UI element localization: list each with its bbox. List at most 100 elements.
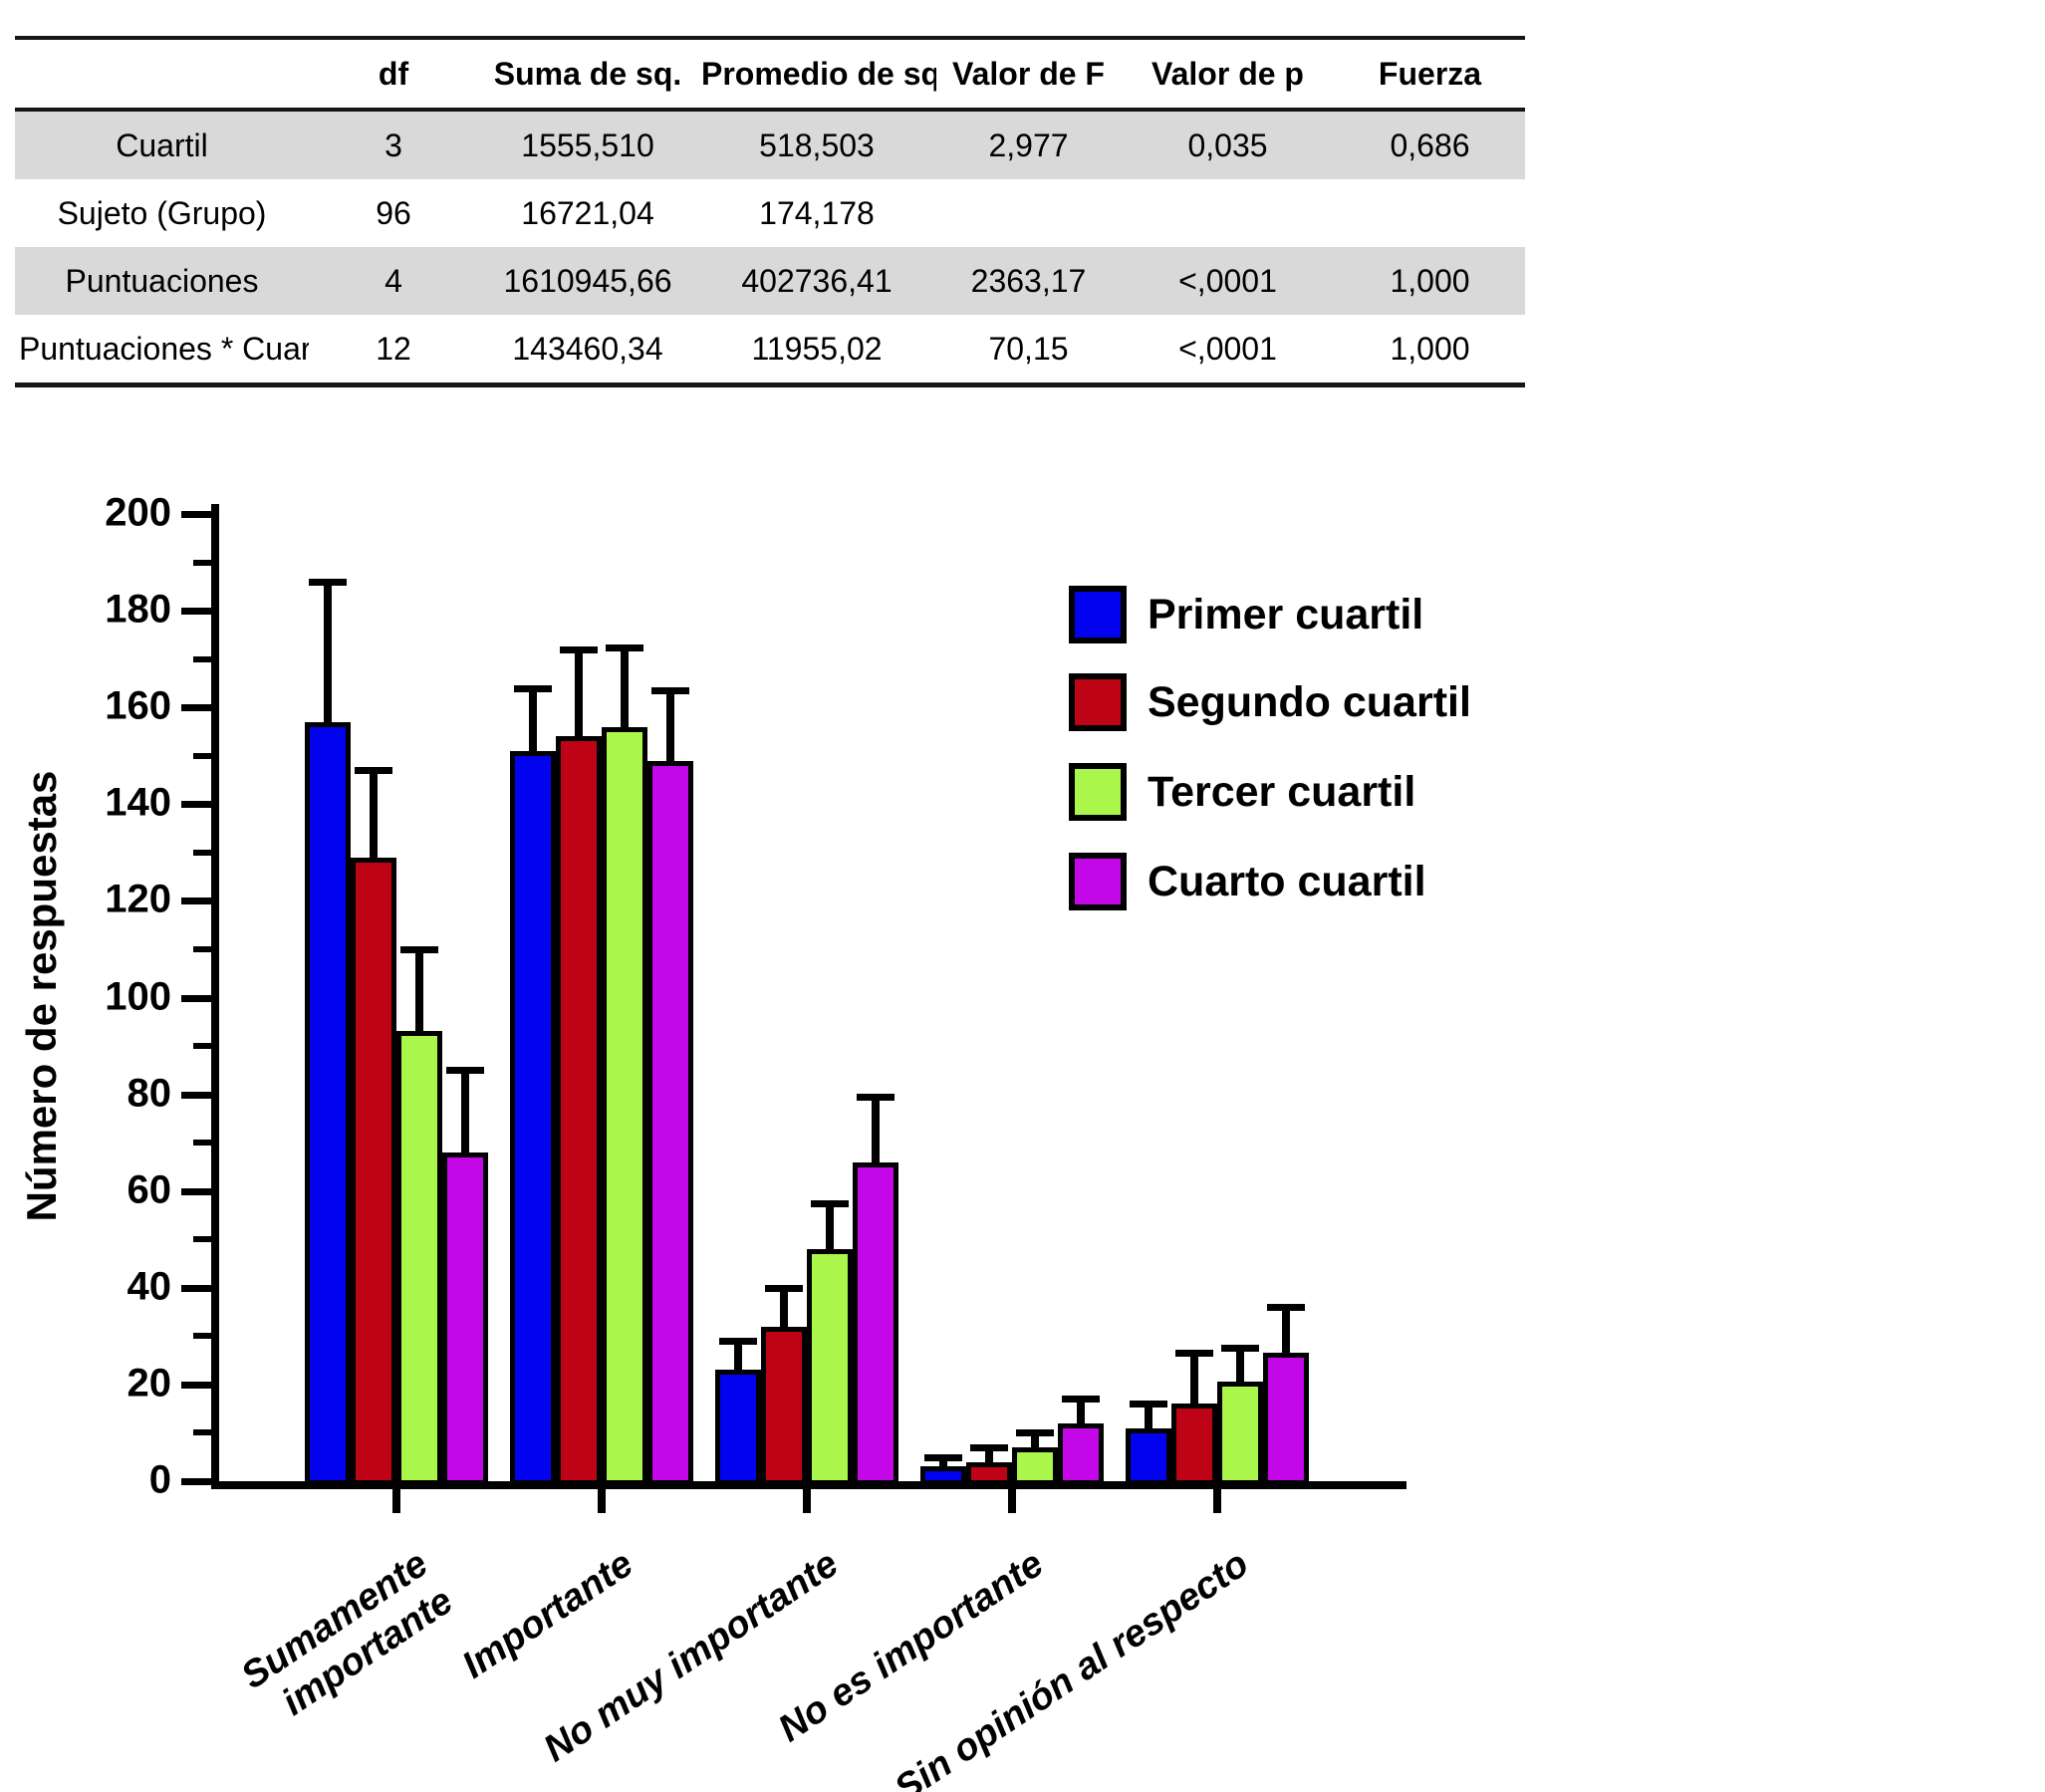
y-tick-label-120: 120	[105, 877, 171, 921]
error-bar-line-s1-c3	[985, 1447, 993, 1462]
bar-series1-cat4	[1171, 1404, 1217, 1485]
error-bar-line-s0-c0	[324, 581, 332, 722]
table-cell-0-4: 2,977	[988, 127, 1069, 163]
y-minor-tick-150	[193, 752, 211, 759]
table-cell-2-0: Puntuaciones	[65, 262, 259, 299]
y-major-tick-0	[181, 1478, 211, 1485]
x-axis-line	[211, 1481, 1406, 1489]
legend-label-2: Tercer cuartil	[1148, 768, 1416, 816]
table-cell-3-3: 11955,02	[751, 330, 883, 367]
error-bar-cap-s3-c2	[857, 1094, 895, 1102]
error-bar-cap-s2-c3	[1016, 1429, 1054, 1437]
y-tick-label-160: 160	[105, 683, 171, 728]
error-bar-line-s3-c0	[461, 1070, 469, 1152]
y-major-tick-20	[181, 1381, 211, 1389]
error-bar-line-s2-c3	[1031, 1432, 1039, 1447]
y-tick-label-0: 0	[148, 1457, 171, 1502]
table-cell-3-2: 143460,34	[512, 330, 663, 367]
table-cell-2-5: <,0001	[1178, 262, 1277, 299]
table-cell-3-0: Puntuaciones * Cuartil	[19, 330, 309, 367]
bar-series3-cat2	[853, 1161, 898, 1485]
bar-series1-cat0	[351, 857, 396, 1485]
bar-series3-cat1	[647, 760, 693, 1485]
bar-series0-cat1	[510, 750, 556, 1485]
y-tick-label-180: 180	[105, 587, 171, 632]
table-cell-1-5	[1121, 179, 1335, 247]
table-cell-2-4: 2363,17	[970, 262, 1087, 299]
error-bar-line-s3-c2	[872, 1097, 880, 1162]
x-category-label-0: Sumamente importante	[233, 1542, 461, 1724]
bar-series1-cat1	[556, 736, 602, 1485]
table-header-cell-5: Valor de p	[1121, 38, 1335, 112]
table-header-cell-3: Promedio de sq.	[697, 38, 936, 112]
table-cell-3-1: 12	[376, 330, 411, 367]
table-cell-2-1: 4	[384, 262, 402, 299]
y-tick-label-140: 140	[105, 780, 171, 825]
bar-series3-cat4	[1263, 1353, 1309, 1485]
table-cell-0-5: 0,035	[1187, 127, 1268, 163]
error-bar-line-s1-c1	[575, 648, 583, 737]
x-tick-2	[803, 1489, 811, 1513]
y-minor-tick-110	[193, 945, 211, 952]
legend-swatch-3	[1069, 853, 1127, 910]
y-tick-label-40: 40	[127, 1264, 172, 1309]
y-major-tick-120	[181, 897, 211, 905]
table-cell-2-3: 402736,41	[741, 262, 893, 299]
y-minor-tick-30	[193, 1333, 211, 1340]
table-cell-1-0: Sujeto (Grupo)	[57, 194, 267, 231]
table-cell-0-3: 518,503	[759, 127, 875, 163]
table-cell-1-4	[936, 179, 1121, 247]
error-bar-cap-s2-c1	[606, 643, 643, 651]
anova-table: df Suma de sq. Promedio de sq. Valor de F Va…	[15, 36, 1525, 387]
y-minor-tick-70	[193, 1140, 211, 1147]
error-bar-line-s0-c1	[529, 687, 537, 751]
bar-series2-cat1	[602, 726, 647, 1485]
error-bar-cap-s0-c1	[514, 684, 552, 692]
error-bar-cap-s0-c2	[719, 1338, 757, 1346]
bar-series2-cat2	[807, 1248, 853, 1485]
bar-series0-cat4	[1126, 1427, 1171, 1485]
error-bar-line-s0-c2	[734, 1341, 742, 1371]
table-cell-2-2: 1610945,66	[503, 262, 672, 299]
table-cell-0-2: 1555,510	[521, 127, 654, 163]
error-bar-line-s3-c3	[1077, 1399, 1085, 1423]
table-cell-1-2: 16721,04	[521, 194, 654, 231]
y-minor-tick-130	[193, 849, 211, 856]
error-bar-cap-s0-c4	[1130, 1401, 1167, 1408]
table-header-cell-4: Valor de F	[936, 38, 1121, 112]
bar-series3-cat3	[1058, 1422, 1104, 1485]
error-bar-line-s1-c2	[780, 1287, 788, 1327]
y-minor-tick-50	[193, 1236, 211, 1243]
table-header-row: df Suma de sq. Promedio de sq. Valor de F Va…	[15, 38, 1525, 112]
y-major-tick-100	[181, 994, 211, 1002]
y-tick-label-20: 20	[127, 1361, 172, 1406]
x-tick-0	[392, 1489, 400, 1513]
error-bar-line-s1-c4	[1190, 1353, 1198, 1405]
y-major-tick-60	[181, 1187, 211, 1195]
bar-series2-cat4	[1217, 1382, 1263, 1485]
error-bar-line-s3-c1	[666, 690, 674, 761]
table-header-cell-1: df	[309, 38, 478, 112]
error-bar-cap-s1-c4	[1175, 1350, 1213, 1358]
x-tick-3	[1008, 1489, 1016, 1513]
bar-series1-cat3	[966, 1461, 1012, 1485]
bar-series0-cat2	[715, 1370, 761, 1485]
error-bar-line-s2-c2	[826, 1202, 834, 1249]
error-bar-cap-s2-c4	[1221, 1345, 1259, 1353]
error-bar-cap-s1-c0	[355, 767, 392, 775]
bar-series2-cat3	[1012, 1447, 1058, 1485]
table-cell-3-4: 70,15	[988, 330, 1069, 367]
bar-series1-cat2	[761, 1326, 807, 1485]
y-minor-tick-190	[193, 559, 211, 566]
y-minor-tick-170	[193, 655, 211, 662]
table-row-0: Cuartil 3 1555,510 518,503 2,977 0,035 0,686	[15, 110, 1525, 179]
table-header-cell-2: Suma de sq.	[478, 38, 697, 112]
table-cell-1-1: 96	[376, 194, 411, 231]
y-tick-label-60: 60	[127, 1167, 172, 1212]
error-bar-cap-s2-c2	[811, 1199, 849, 1207]
error-bar-cap-s3-c3	[1062, 1396, 1100, 1404]
y-minor-tick-90	[193, 1043, 211, 1050]
legend-swatch-2	[1069, 763, 1127, 821]
error-bar-cap-s2-c0	[400, 945, 438, 953]
